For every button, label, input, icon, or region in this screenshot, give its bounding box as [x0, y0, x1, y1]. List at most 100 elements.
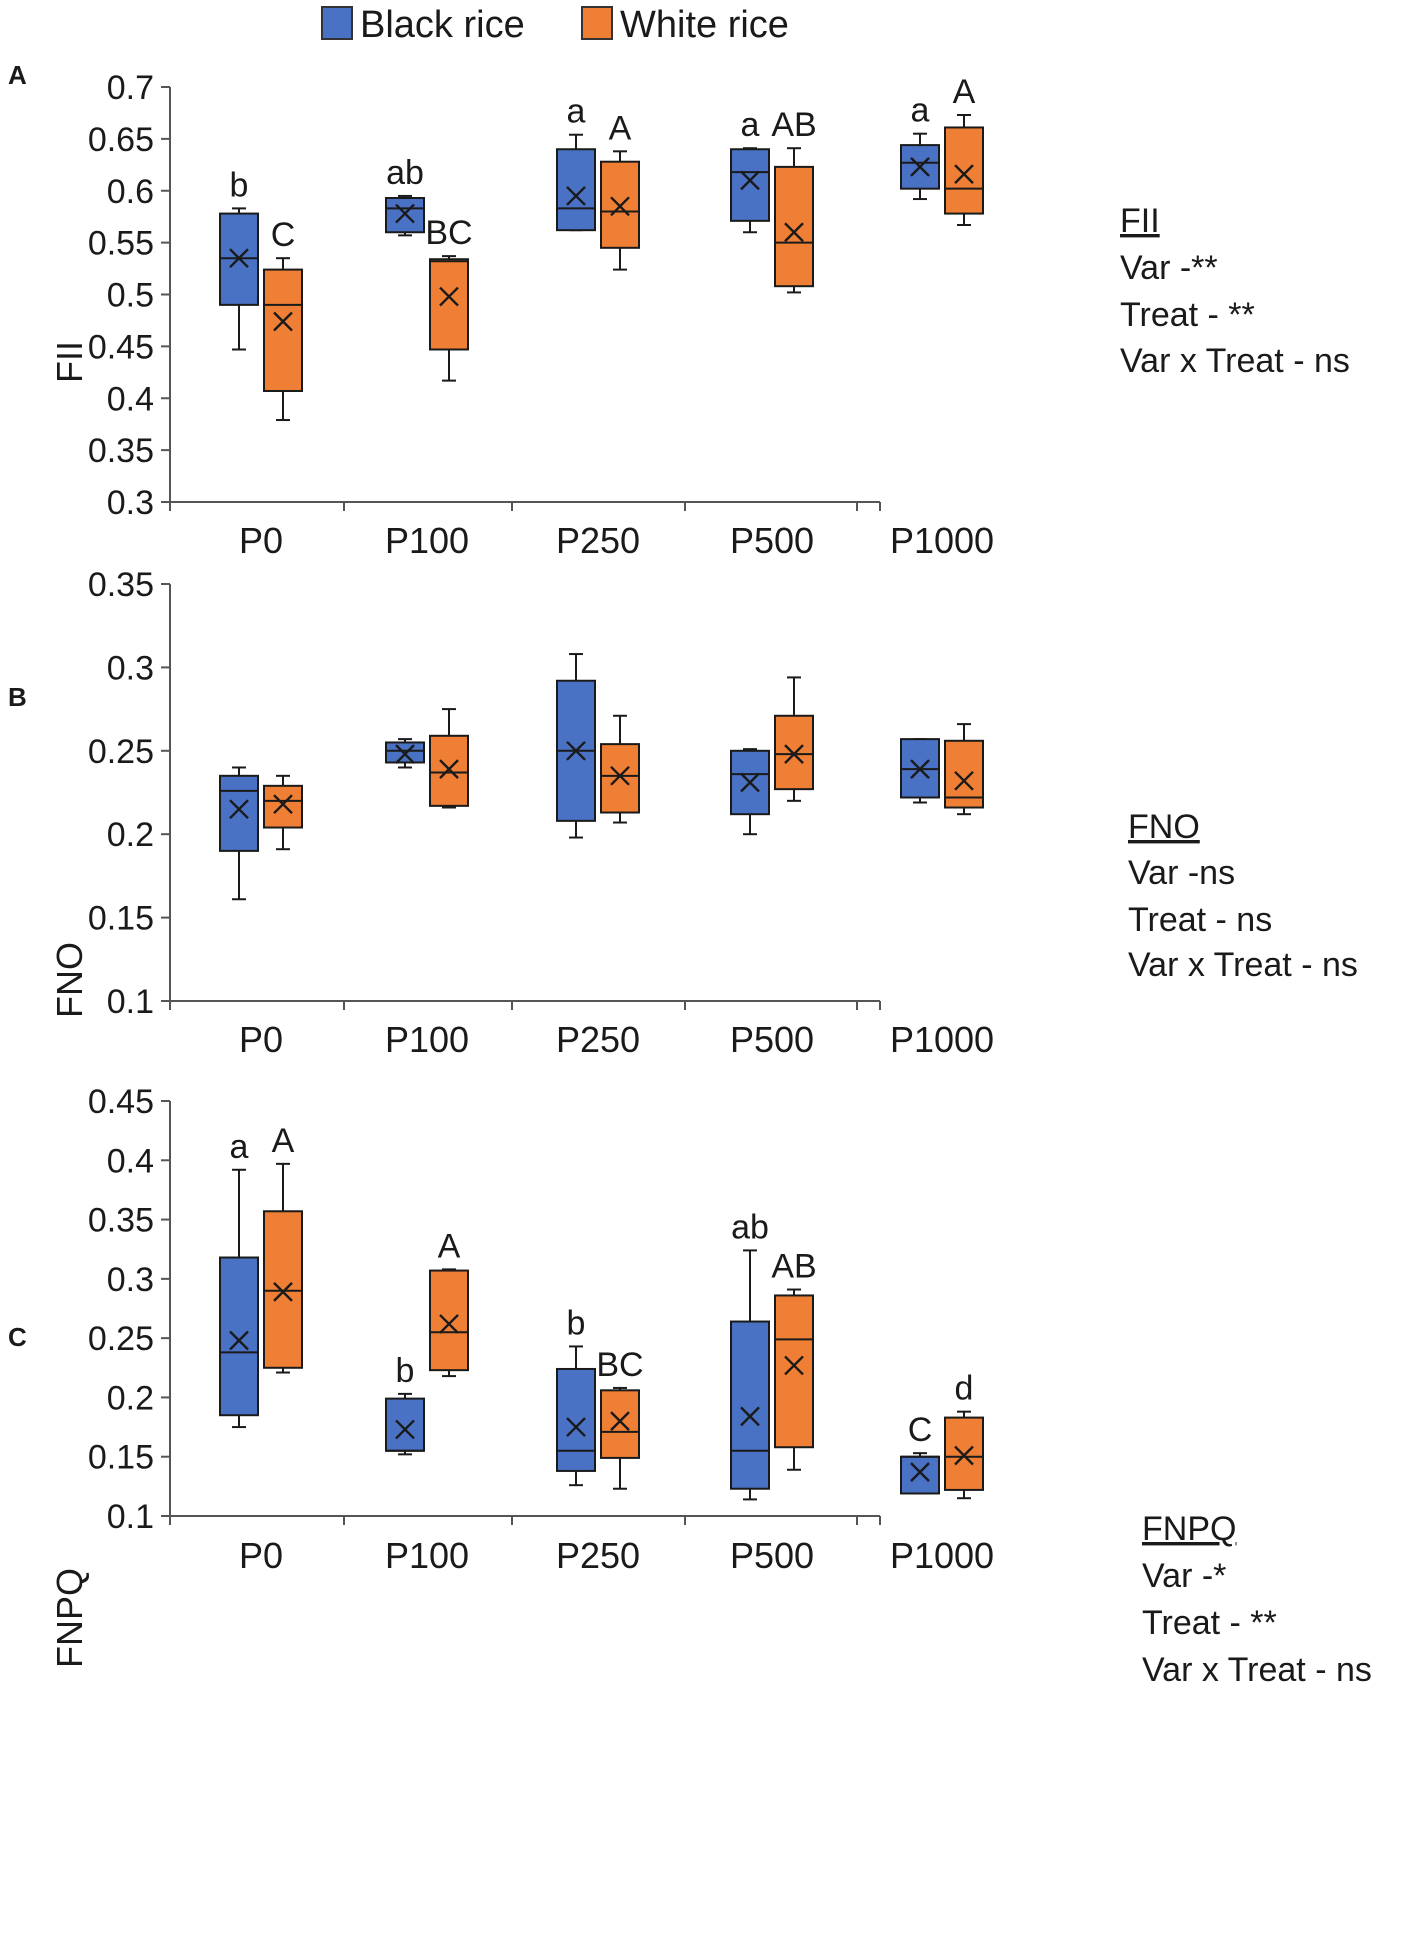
y-tick-label: 0.7: [107, 69, 154, 107]
mean-marker: [273, 311, 293, 332]
significance-label: A: [438, 1227, 461, 1265]
legend-swatch-black-rice: [321, 6, 353, 40]
y-tick-label: 0.55: [88, 225, 154, 263]
x-tick-label: P250: [556, 520, 640, 561]
mean-marker: [395, 744, 415, 764]
box-black-rice-p1000: C: [900, 1411, 940, 1495]
significance-label: BC: [425, 214, 472, 252]
box-iqr: [556, 1367, 596, 1472]
significance-label: ab: [386, 154, 424, 192]
box-iqr: [900, 1455, 940, 1495]
box-white-rice-p500: AB: [771, 106, 817, 294]
box-iqr: [944, 126, 984, 215]
mean-marker: [610, 196, 630, 217]
box-white-rice-p500: [774, 676, 814, 802]
x-tick-label: P250: [556, 1535, 640, 1576]
mean-marker: [784, 222, 804, 243]
ylabel-fnpq: FNPQ: [49, 1568, 90, 1668]
mean-marker: [566, 740, 586, 761]
mean-marker: [954, 164, 974, 184]
y-tick-label: 0.65: [88, 121, 154, 159]
box-white-rice-p500: AB: [771, 1248, 817, 1471]
significance-label: b: [396, 1352, 415, 1390]
box-black-rice-p250: a: [556, 93, 596, 232]
box-iqr: [263, 268, 303, 392]
mean-marker: [610, 765, 630, 786]
box-white-rice-p100: BC: [425, 214, 473, 382]
y-tick-label: 0.1: [107, 1498, 154, 1536]
box-black-rice-p250: b: [556, 1304, 596, 1487]
significance-label: d: [955, 1370, 974, 1408]
box-iqr: [774, 165, 814, 288]
stats-line: Var x Treat - ns: [1128, 946, 1358, 984]
box-white-rice-p0: [263, 774, 303, 851]
legend-swatch-white-rice: [581, 6, 613, 40]
significance-label: A: [272, 1122, 295, 1160]
significance-label: a: [567, 93, 586, 131]
x-tick-label: P500: [730, 520, 814, 561]
significance-label: a: [230, 1128, 249, 1166]
y-tick-label: 0.25: [88, 733, 154, 771]
significance-label: C: [271, 216, 296, 254]
significance-label: A: [953, 73, 976, 111]
mean-marker: [229, 1330, 249, 1351]
box-black-rice-p0: b: [219, 166, 259, 351]
stats-title-fno: FNO: [1128, 808, 1200, 846]
plot-fnpq: 0.45 0.4 0.35 0.3 0.25 0.2 0.15 0.1 P0 P100 P250 P5…: [88, 1083, 994, 1576]
x-tick-label: P100: [385, 1019, 469, 1060]
legend-label-white-rice: White rice: [620, 4, 789, 46]
box-black-rice-p100: ab: [385, 154, 425, 237]
mean-marker: [439, 286, 459, 307]
mean-marker: [910, 759, 930, 779]
stats-fnpq: FNPQ Var -* Treat - ** Var x Treat - ns: [1142, 1510, 1372, 1689]
box-iqr: [774, 1294, 814, 1449]
box-black-rice-p500: ab: [730, 1208, 770, 1501]
plot-fii: 0.7 0.65 0.6 0.55 0.5 0.45 0.4 0.35 0.3 P0 P100 P25…: [88, 69, 994, 561]
x-tick-label: P0: [239, 1535, 283, 1576]
box-iqr: [556, 148, 596, 232]
mean-marker: [784, 744, 804, 764]
box-iqr: [944, 739, 984, 809]
y-tick-label: 0.15: [88, 1439, 154, 1477]
y-tick-label: 0.45: [88, 328, 154, 366]
plot-fno: 0.35 0.3 0.25 0.2 0.15 0.1 P0 P100 P250 P500 P1000: [88, 566, 994, 1060]
mean-marker: [566, 186, 586, 206]
box-black-rice-p0: [219, 766, 259, 901]
stats-line: Var -*: [1142, 1557, 1226, 1595]
y-tick-label: 0.15: [88, 900, 154, 938]
mean-marker: [229, 248, 249, 269]
x-tick-label: P1000: [890, 1535, 994, 1576]
y-tick-label: 0.3: [107, 1261, 154, 1299]
box-black-rice-p1000: a: [900, 92, 940, 201]
significance-label: AB: [771, 106, 816, 144]
x-tick-label: P500: [730, 1535, 814, 1576]
box-white-rice-p100: A: [429, 1227, 469, 1378]
box-black-rice-p100: b: [385, 1352, 425, 1456]
mean-marker: [954, 770, 974, 791]
box-iqr: [600, 1389, 640, 1459]
box-iqr: [944, 1416, 984, 1491]
box-black-rice-p250: [556, 653, 596, 839]
box-white-rice-p0: C: [263, 216, 303, 422]
panel-label-a: A: [8, 60, 27, 90]
box-white-rice-p1000: A: [944, 73, 984, 226]
x-tick-label: P500: [730, 1019, 814, 1060]
mean-marker: [439, 759, 459, 779]
box-iqr: [219, 212, 259, 306]
box-black-rice-p1000: [900, 738, 940, 804]
stats-line: Treat - **: [1142, 1604, 1277, 1642]
stats-line: Var -ns: [1128, 854, 1235, 892]
box-iqr: [730, 1320, 770, 1490]
box-iqr: [219, 774, 259, 852]
mean-marker: [910, 1462, 930, 1482]
box-white-rice-p1000: d: [944, 1370, 984, 1500]
y-tick-label: 0.4: [107, 1142, 154, 1180]
box-iqr: [429, 258, 469, 351]
stats-line: Treat - ns: [1128, 901, 1272, 939]
mean-marker: [273, 1282, 293, 1302]
y-tick-label: 0.45: [88, 1083, 154, 1121]
mean-marker: [395, 203, 415, 224]
box-iqr: [600, 743, 640, 814]
mean-marker: [740, 1406, 760, 1427]
